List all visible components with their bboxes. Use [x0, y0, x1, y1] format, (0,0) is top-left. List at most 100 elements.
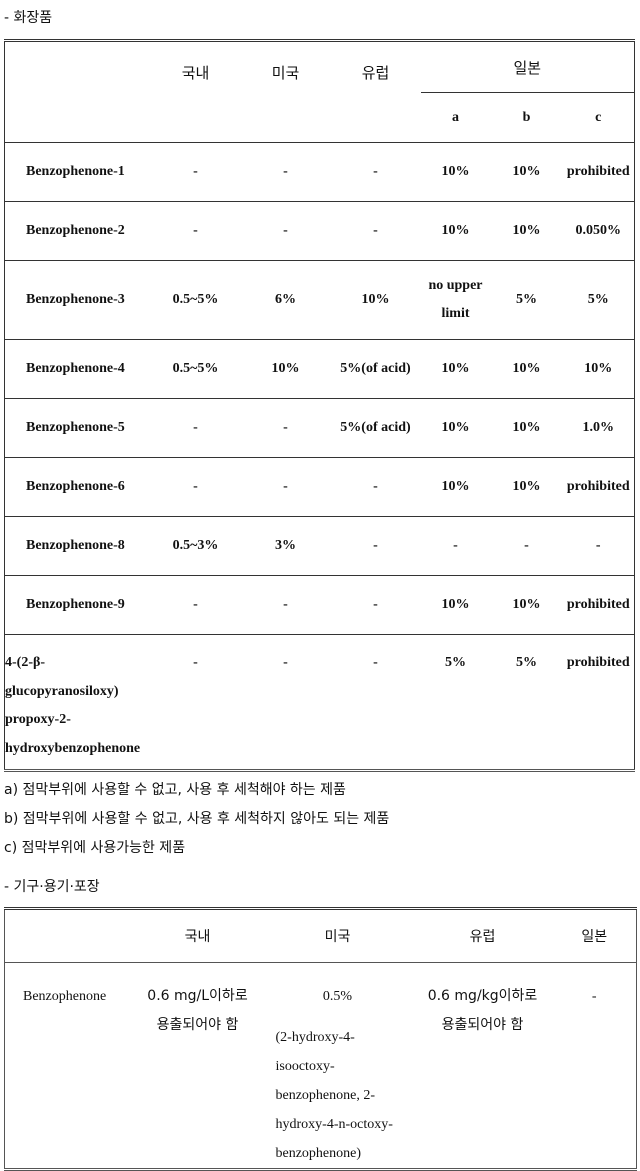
- table-row: 4-(2-β-glucopyranosiloxy) propoxy-2-hydr…: [4, 634, 635, 771]
- value-b: 5%: [490, 260, 563, 340]
- value-domestic: 0.5~3%: [150, 516, 241, 576]
- header-europe: 유럽: [412, 908, 553, 963]
- value-europe: -: [330, 516, 421, 576]
- value-usa: -: [240, 142, 331, 202]
- substance-name: Benzophenone-6: [4, 457, 151, 517]
- europe-value: 0.6 mg/kg이하로 용출되어야 함: [427, 988, 538, 1033]
- value-a: -: [420, 516, 491, 576]
- value-b: 5%: [490, 634, 563, 771]
- value-domestic: -: [150, 398, 241, 458]
- table-row: Benzophenone-4 0.5~5% 10% 5%(of acid) 10% 10%…: [4, 339, 635, 399]
- cosmetics-table: 국내 미국 유럽 일본 a b c Benzophenone-1- - -10% 10…: [4, 39, 636, 772]
- usa-value: 0.5% (2-hydroxy-4-isooctoxy-benzophenone…: [263, 963, 413, 1170]
- substance-name: Benzophenone-4: [4, 339, 151, 399]
- value-domestic: 0.5~5%: [150, 260, 241, 340]
- substance-name: Benzophenone: [23, 989, 107, 1004]
- substance-name: Benzophenone-9: [4, 575, 151, 635]
- value-usa: -: [240, 398, 331, 458]
- table-row: Benzophenone-6- - -10% 10% prohibited: [4, 457, 635, 517]
- value-usa: 3%: [240, 516, 331, 576]
- value-domestic: -: [150, 201, 241, 261]
- table-row: Benzophenone-9- - -10% 10% prohibited: [4, 575, 635, 635]
- value-usa: -: [240, 634, 331, 771]
- value-a: no upper limit: [420, 260, 491, 340]
- substance-name: Benzophenone-1: [4, 142, 151, 202]
- value-b: -: [490, 516, 563, 576]
- value-b: 10%: [490, 142, 563, 202]
- footnotes: a) 점막부위에 사용할 수 없고, 사용 후 세척해야 하는 제품 b) 점막…: [4, 776, 389, 863]
- value-c: prohibited: [562, 457, 635, 517]
- packaging-table: 국내 미국 유럽 일본 Benzophenone 0.6 mg/L이하로 용출되…: [4, 907, 637, 1171]
- value-domestic: -: [150, 575, 241, 635]
- value-usa: 6%: [240, 260, 331, 340]
- value-domestic: -: [150, 142, 241, 202]
- value-c: prohibited: [562, 634, 635, 771]
- value-a: 10%: [420, 142, 491, 202]
- value-a: 5%: [420, 634, 491, 771]
- substance-name: Benzophenone-5: [4, 398, 151, 458]
- value-c: prohibited: [562, 575, 635, 635]
- table-row: Benzophenone-5- -5%(of acid) 10% 10% 1.0%: [4, 398, 635, 458]
- value-b: 10%: [490, 201, 563, 261]
- value-europe: 5%(of acid): [330, 339, 421, 399]
- header-empty: [4, 908, 133, 963]
- value-c: prohibited: [562, 142, 635, 202]
- value-europe: -: [330, 457, 421, 517]
- value-europe: -: [330, 575, 421, 635]
- substance-name: 4-(2-β-glucopyranosiloxy) propoxy-2-hydr…: [4, 634, 151, 771]
- japan-value: -: [591, 989, 597, 1004]
- value-usa: -: [240, 575, 331, 635]
- value-b: 10%: [490, 398, 563, 458]
- value-europe: -: [330, 634, 421, 771]
- header-domestic: 국내: [181, 64, 210, 82]
- value-c: 5%: [562, 260, 635, 340]
- value-c: 1.0%: [562, 398, 635, 458]
- header-empty: [5, 41, 151, 143]
- value-b: 10%: [490, 457, 563, 517]
- substance-name: Benzophenone-3: [4, 260, 151, 340]
- header-usa: 미국: [271, 64, 300, 82]
- value-a: 10%: [420, 575, 491, 635]
- header-domestic: 국내: [132, 908, 263, 963]
- header-sub-c: c: [562, 92, 635, 143]
- value-c: -: [562, 516, 635, 576]
- value-domestic: 0.5~5%: [150, 339, 241, 399]
- value-domestic: -: [150, 457, 241, 517]
- value-a: 10%: [420, 201, 491, 261]
- domestic-value: 0.6 mg/L이하로 용출되어야 함: [147, 988, 248, 1033]
- footnote-c: c) 점막부위에 사용가능한 제품: [4, 840, 186, 856]
- header-japan: 일본: [513, 58, 542, 77]
- header-sub-a: a: [420, 92, 491, 143]
- value-usa: -: [240, 457, 331, 517]
- value-c: 0.050%: [562, 201, 635, 261]
- value-domestic: -: [150, 634, 241, 771]
- footnote-b: b) 점막부위에 사용할 수 없고, 사용 후 세척하지 않아도 되는 제품: [4, 811, 390, 827]
- packaging-section-title: - 기구·용기·포장: [4, 879, 100, 895]
- value-a: 10%: [420, 339, 491, 399]
- value-a: 10%: [420, 398, 491, 458]
- table-row: Benzophenone-8 0.5~3% 3% - - - -: [4, 516, 635, 576]
- footnote-a: a) 점막부위에 사용할 수 없고, 사용 후 세척해야 하는 제품: [4, 782, 346, 798]
- usa-limit: 0.5%: [322, 989, 353, 1004]
- value-europe: 5%(of acid): [330, 398, 421, 458]
- value-usa: 10%: [240, 339, 331, 399]
- value-b: 10%: [490, 339, 563, 399]
- value-europe: -: [330, 142, 421, 202]
- substance-name: Benzophenone-2: [4, 201, 151, 261]
- table-row: Benzophenone-2- - -10% 10% 0.050%: [4, 201, 635, 261]
- value-b: 10%: [490, 575, 563, 635]
- value-europe: 10%: [330, 260, 421, 340]
- table-row: Benzophenone 0.6 mg/L이하로 용출되어야 함 0.5% (2…: [5, 963, 637, 1170]
- table-row: Benzophenone-1- - -10% 10% prohibited: [4, 142, 635, 202]
- value-c: 10%: [562, 339, 635, 399]
- usa-substances: (2-hydroxy-4-isooctoxy-benzophenone, 2-h…: [275, 1030, 393, 1161]
- value-a: 10%: [420, 457, 491, 517]
- substance-name: Benzophenone-8: [4, 516, 151, 576]
- header-sub-b: b: [490, 92, 563, 143]
- table-row: Benzophenone-3 0.5~5% 6% 10% no upper limit 5…: [4, 260, 635, 340]
- value-usa: -: [240, 201, 331, 261]
- header-japan: 일본: [552, 908, 637, 963]
- cosmetics-section-title: - 화장품: [4, 10, 53, 26]
- value-europe: -: [330, 201, 421, 261]
- header-europe: 유럽: [361, 64, 390, 82]
